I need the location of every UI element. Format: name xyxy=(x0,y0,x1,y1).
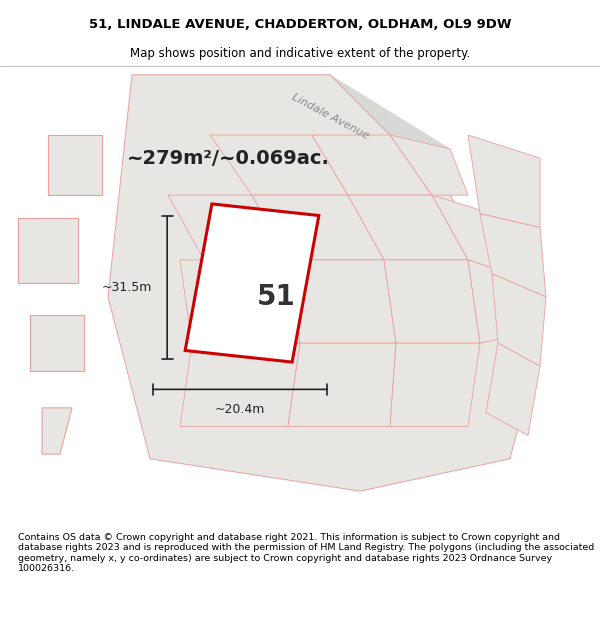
Text: ~20.4m: ~20.4m xyxy=(215,403,265,416)
Polygon shape xyxy=(348,195,468,260)
Polygon shape xyxy=(288,260,396,343)
Polygon shape xyxy=(42,408,72,454)
Polygon shape xyxy=(210,135,450,195)
Polygon shape xyxy=(492,274,546,366)
Polygon shape xyxy=(18,218,78,283)
Polygon shape xyxy=(384,260,480,343)
Polygon shape xyxy=(48,135,102,195)
Polygon shape xyxy=(312,135,432,195)
Polygon shape xyxy=(480,214,546,297)
Polygon shape xyxy=(486,343,540,436)
Text: 51, LINDALE AVENUE, CHADDERTON, OLDHAM, OL9 9DW: 51, LINDALE AVENUE, CHADDERTON, OLDHAM, … xyxy=(89,18,511,31)
Polygon shape xyxy=(168,195,288,260)
Polygon shape xyxy=(468,260,522,343)
Polygon shape xyxy=(210,135,348,195)
Polygon shape xyxy=(390,343,480,426)
Text: Contains OS data © Crown copyright and database right 2021. This information is : Contains OS data © Crown copyright and d… xyxy=(18,533,594,573)
Text: Map shows position and indicative extent of the property.: Map shows position and indicative extent… xyxy=(130,48,470,60)
Polygon shape xyxy=(390,135,468,195)
Polygon shape xyxy=(185,204,319,362)
Polygon shape xyxy=(180,343,300,426)
Text: ~279m²/~0.069ac.: ~279m²/~0.069ac. xyxy=(127,149,329,168)
Polygon shape xyxy=(252,195,384,260)
Text: Lindale Avenue: Lindale Avenue xyxy=(290,92,370,141)
Polygon shape xyxy=(288,343,396,426)
Polygon shape xyxy=(30,316,84,371)
Polygon shape xyxy=(108,75,540,491)
Polygon shape xyxy=(132,75,450,149)
Polygon shape xyxy=(180,260,300,343)
Polygon shape xyxy=(468,135,540,228)
Polygon shape xyxy=(432,195,510,274)
Text: 51: 51 xyxy=(257,283,295,311)
Text: ~31.5m: ~31.5m xyxy=(102,281,152,294)
